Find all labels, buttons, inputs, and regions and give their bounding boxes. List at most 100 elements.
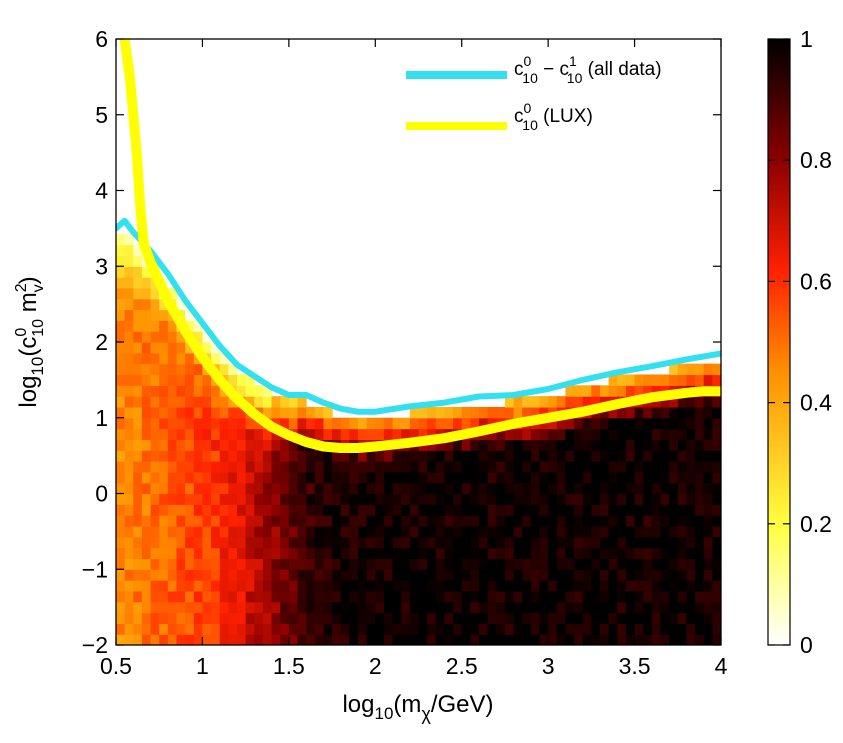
heatmap-cell — [297, 536, 307, 549]
heatmap-cell — [133, 385, 143, 397]
heatmap-cell — [409, 536, 420, 549]
heatmap-cell — [574, 612, 584, 624]
heatmap-cell — [565, 590, 575, 603]
heatmap-cell — [150, 569, 160, 581]
heatmap-cell — [211, 612, 221, 624]
x-axis-label: log10(mχ/GeV) — [342, 691, 493, 724]
heatmap-cell — [211, 482, 221, 495]
heatmap-cell — [245, 482, 255, 495]
heatmap-cell — [634, 439, 644, 451]
heatmap-cell — [686, 536, 696, 549]
heatmap-cell — [124, 298, 134, 311]
heatmap-cell — [366, 525, 376, 538]
heatmap-cell — [297, 515, 307, 527]
heatmap-cell — [271, 634, 281, 645]
heatmap-cell — [660, 634, 670, 645]
heatmap-cell — [358, 612, 368, 624]
heatmap-cell — [306, 590, 316, 603]
heatmap-cell — [262, 623, 273, 635]
heatmap-cell — [470, 482, 480, 495]
heatmap-cell — [677, 612, 688, 624]
heatmap-cell — [245, 601, 255, 614]
heatmap-cell — [712, 623, 721, 635]
heatmap-cell — [608, 406, 618, 419]
heatmap-cell — [280, 590, 290, 603]
heatmap-cell — [141, 396, 152, 408]
heatmap-cell — [548, 396, 558, 408]
heatmap-cell — [539, 558, 549, 570]
heatmap-cell — [444, 558, 454, 570]
heatmap-cell — [548, 461, 558, 473]
heatmap-cell — [565, 396, 575, 408]
heatmap-cell — [409, 482, 420, 495]
heatmap-cell — [634, 374, 644, 386]
heatmap-cell — [461, 623, 471, 635]
heatmap-cell — [271, 601, 281, 614]
heatmap-cell — [383, 590, 394, 603]
heatmap-cell — [176, 385, 186, 397]
heatmap-cell — [124, 428, 134, 440]
heatmap-cell — [141, 525, 152, 538]
heatmap-cell — [280, 461, 290, 473]
heatmap-cell — [660, 515, 670, 527]
heatmap-cell — [271, 439, 281, 451]
heatmap-cell — [651, 601, 662, 614]
heatmap-cell — [185, 558, 195, 570]
heatmap-cell — [530, 558, 541, 570]
heatmap-cell — [141, 298, 152, 311]
heatmap-cell — [643, 374, 653, 386]
heatmap-cell — [660, 396, 670, 408]
heatmap-cell — [608, 536, 618, 549]
heatmap-cell — [669, 504, 679, 516]
heatmap-cell — [176, 525, 186, 538]
heatmap-cell — [167, 385, 178, 397]
heatmap-cell — [116, 515, 126, 527]
heatmap-cell — [366, 515, 376, 527]
heatmap-cell — [461, 515, 471, 527]
heatmap-cell — [548, 623, 558, 635]
heatmap-cell — [695, 504, 705, 516]
heatmap-cell — [669, 525, 679, 538]
heatmap-cell — [418, 569, 428, 581]
heatmap-cell — [582, 417, 592, 430]
heatmap-cell — [634, 590, 644, 603]
heatmap-cell — [669, 547, 679, 560]
heatmap-cell — [608, 601, 618, 614]
y-tick-label: 2 — [95, 329, 108, 355]
heatmap-cell — [565, 417, 575, 430]
heatmap-cell — [548, 493, 558, 505]
heatmap-cell — [245, 504, 255, 516]
heatmap-cell — [539, 515, 549, 527]
heatmap-cell — [245, 580, 255, 592]
heatmap-cell — [323, 461, 333, 473]
heatmap-cell — [383, 450, 394, 462]
heatmap-cell — [288, 461, 299, 473]
heatmap-cell — [349, 504, 359, 516]
heatmap-cell — [625, 493, 636, 505]
heatmap-cell — [435, 450, 446, 462]
heatmap-cell — [539, 612, 549, 624]
heatmap-cell — [133, 244, 143, 257]
heatmap-cell — [349, 623, 359, 635]
heatmap-cell — [669, 493, 679, 505]
heatmap-cell — [116, 417, 126, 430]
heatmap-cell — [116, 298, 126, 311]
heatmap-cell — [625, 417, 636, 430]
heatmap-cell — [306, 504, 316, 516]
heatmap-cell — [159, 352, 169, 365]
heatmap-cell — [349, 515, 359, 527]
heatmap-cell — [600, 590, 610, 603]
heatmap-cell — [133, 525, 143, 538]
heatmap-cell — [686, 547, 696, 560]
heatmap-cell — [332, 417, 342, 430]
heatmap-cell — [669, 601, 679, 614]
heatmap-cell — [686, 450, 696, 462]
heatmap-cell — [574, 385, 584, 397]
heatmap-cell — [677, 569, 688, 581]
heatmap-cell — [383, 612, 394, 624]
heatmap-cell — [219, 601, 229, 614]
heatmap-cell — [340, 590, 350, 603]
heatmap-cell — [712, 461, 721, 473]
heatmap-cell — [254, 482, 264, 495]
heatmap-cell — [228, 493, 238, 505]
